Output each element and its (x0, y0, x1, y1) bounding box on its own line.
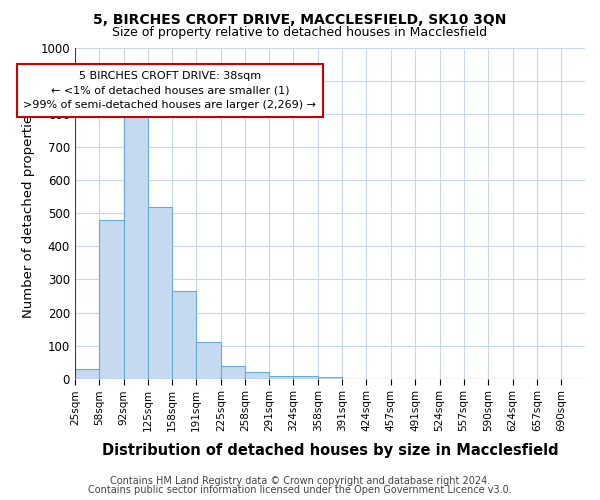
Text: 5 BIRCHES CROFT DRIVE: 38sqm
← <1% of detached houses are smaller (1)
>99% of se: 5 BIRCHES CROFT DRIVE: 38sqm ← <1% of de… (23, 70, 316, 110)
Bar (318, 377, 343, 379)
Bar (269, 376, 293, 379)
Text: 5, BIRCHES CROFT DRIVE, MACCLESFIELD, SK10 3QN: 5, BIRCHES CROFT DRIVE, MACCLESFIELD, SK… (94, 12, 506, 26)
Bar (99, 220, 124, 379)
Text: Contains HM Land Registry data © Crown copyright and database right 2024.: Contains HM Land Registry data © Crown c… (110, 476, 490, 486)
Text: Size of property relative to detached houses in Macclesfield: Size of property relative to detached ho… (112, 26, 488, 39)
Bar (75, 369, 99, 379)
Y-axis label: Number of detached properties: Number of detached properties (22, 108, 35, 318)
Bar (124, 107, 148, 379)
Bar (172, 291, 196, 379)
Bar (221, 366, 245, 379)
Bar (245, 372, 269, 379)
X-axis label: Distribution of detached houses by size in Macclesfield: Distribution of detached houses by size … (101, 442, 558, 458)
Bar (148, 206, 172, 379)
Text: Contains public sector information licensed under the Open Government Licence v3: Contains public sector information licen… (88, 485, 512, 495)
Bar (293, 376, 318, 379)
Bar (196, 342, 221, 379)
